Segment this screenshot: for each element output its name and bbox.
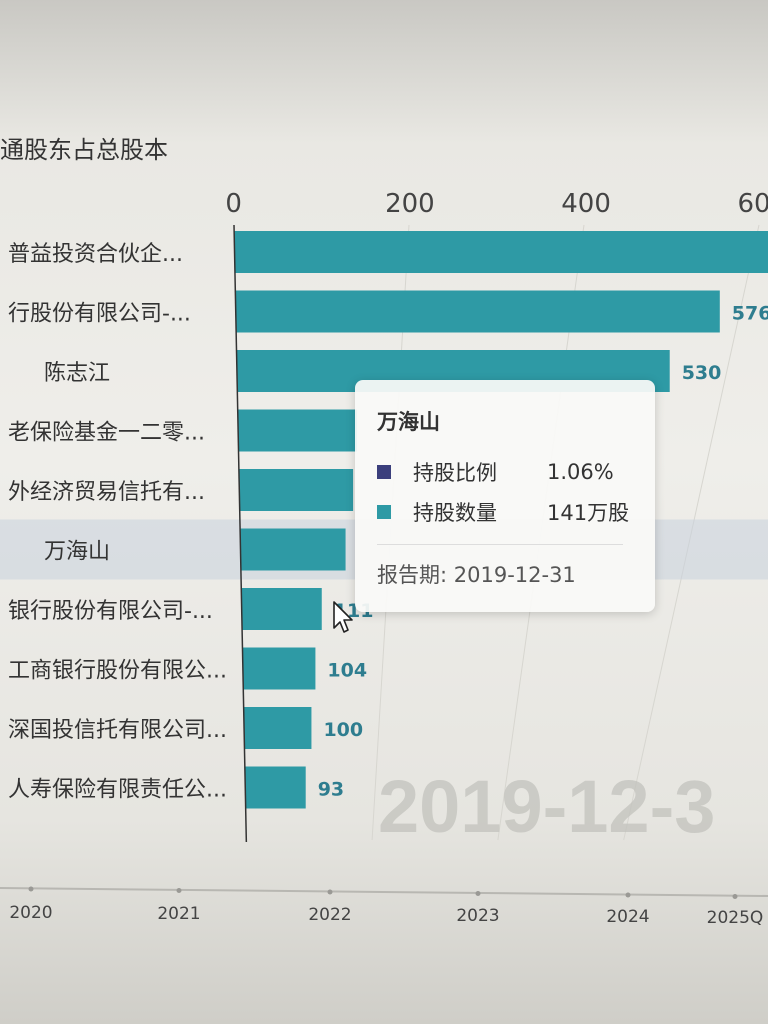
category-label: 万海山 [44, 540, 110, 565]
category-label: 陈志江 [44, 361, 110, 386]
value-label: 576 [732, 303, 768, 325]
timeline-dot [327, 889, 333, 895]
category-label: 行股份有限公司-... [8, 302, 191, 327]
category-label: 人寿保险有限责任公... [8, 778, 227, 803]
bar [242, 647, 316, 690]
category-label: 工商银行股份有限公... [8, 659, 227, 684]
category-label: 普益投资合伙企... [8, 242, 183, 267]
tooltip-value: 141万股 [547, 501, 630, 525]
mouse-cursor-icon [333, 601, 353, 633]
timeline-label: 2021 [157, 904, 200, 924]
bar [245, 766, 306, 809]
timeline-dot [475, 891, 481, 896]
tooltip-value: 1.06% [547, 460, 614, 484]
timeline-label: 2022 [308, 905, 351, 925]
tooltip-footer: 报告期: 2019-12-31 [377, 563, 576, 587]
bar [244, 707, 312, 749]
timeline-label: 2023 [456, 906, 499, 926]
y-axis-line [233, 224, 248, 843]
value-label: 104 [327, 660, 367, 682]
timeline-label: 2024 [606, 907, 649, 927]
bar [238, 409, 358, 452]
timeline-dot [28, 886, 34, 892]
period-watermark: 2019-12-3 [378, 765, 715, 848]
tooltip-label: 持股数量 [413, 501, 497, 525]
tooltip-title: 万海山 [377, 410, 440, 434]
timeline-dot [176, 888, 182, 893]
bar [239, 469, 354, 511]
tooltip: 万海山 持股比例 1.06% 持股数量 141万股 报告期: 2019-12-3… [355, 380, 655, 612]
tooltip-label: 持股比例 [413, 461, 497, 485]
timeline-dot [625, 892, 631, 898]
ratio-swatch-icon [377, 465, 391, 479]
tooltip-row-ratio: 持股比例 1.06% [377, 452, 655, 492]
timeline-label: 2020 [9, 903, 52, 923]
bar [234, 231, 768, 273]
x-tick-label: 200 [385, 189, 435, 219]
labels: 普益投资合伙企... 行股份有限公司-... 576 陈志江 530 老保险基金一二零..… [8, 242, 768, 803]
value-label: 530 [682, 362, 722, 384]
bar [240, 528, 346, 571]
timeline-line [0, 887, 768, 897]
chart-title: 通股东占总股本 [0, 136, 168, 164]
x-tick-label: 600 [737, 189, 768, 219]
bar [241, 588, 322, 630]
tooltip-row-quantity: 持股数量 141万股 [377, 492, 655, 532]
timeline: 2020 2021 2022 2023 2024 2025Q [0, 886, 768, 928]
x-tick-label: 400 [561, 189, 611, 219]
category-label: 银行股份有限公司-... [8, 599, 213, 624]
tooltip-divider [377, 544, 623, 545]
bars [234, 231, 768, 809]
axes: 0 200 400 600 [225, 189, 768, 843]
category-label: 外经济贸易信托有... [8, 480, 205, 505]
value-label: 93 [318, 779, 344, 801]
bar [235, 290, 720, 333]
timeline-dot [732, 894, 738, 899]
x-tick-label: 0 [225, 189, 242, 219]
category-label: 深国投信托有限公司... [8, 718, 227, 743]
value-label: 100 [323, 719, 363, 741]
quantity-swatch-icon [377, 505, 391, 519]
category-label: 老保险基金一二零... [8, 421, 205, 446]
timeline-label: 2025Q [707, 908, 764, 928]
